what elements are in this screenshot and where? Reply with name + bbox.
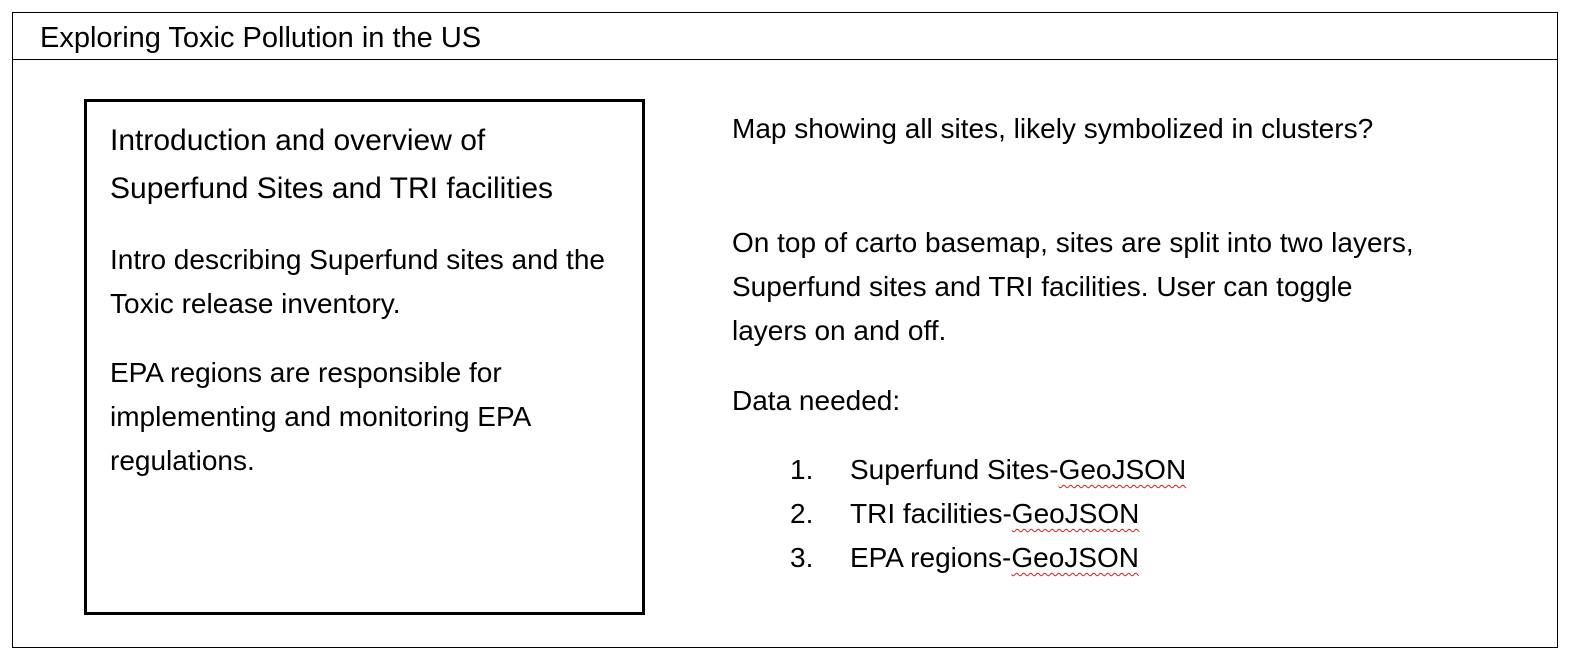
list-item-name: EPA regions- <box>850 542 1012 573</box>
intro-heading: Introduction and overview of Superfund S… <box>110 124 554 205</box>
list-item: 1. Superfund Sites-GeoJSON <box>790 448 1186 492</box>
layers-description: On top of carto basemap, sites are split… <box>732 227 1414 346</box>
map-description: Map showing all sites, likely symbolized… <box>732 113 1374 144</box>
wireframe-frame: Exploring Toxic Pollution in the US <box>12 12 1558 648</box>
list-item-format: GeoJSON <box>1011 542 1139 573</box>
intro-panel: Introduction and overview of Superfund S… <box>84 99 645 615</box>
data-needed-label: Data needed: <box>732 385 901 416</box>
list-item: 2. TRI facilities-GeoJSON <box>790 492 1186 536</box>
list-item-format: GeoJSON <box>1011 498 1140 529</box>
list-item-name: Superfund Sites- <box>850 454 1059 485</box>
list-item-number: 3. <box>790 542 814 573</box>
list-item-number: 1. <box>790 454 814 485</box>
list-item-number: 2. <box>790 498 814 529</box>
list-item-name: TRI facilities- <box>850 498 1012 529</box>
page-title: Exploring Toxic Pollution in the US <box>40 22 482 54</box>
intro-paragraph-epa-regions: EPA regions are responsible for implemen… <box>110 357 530 476</box>
intro-paragraph-superfund: Intro describing Superfund sites and the… <box>110 244 605 319</box>
data-needed-list: 1. Superfund Sites-GeoJSON 2. TRI faciliti… <box>790 448 1186 580</box>
list-item-format: GeoJSON <box>1058 454 1187 485</box>
list-item: 3. EPA regions-GeoJSON <box>790 536 1186 580</box>
title-bar: Exploring Toxic Pollution in the US <box>13 13 1557 60</box>
